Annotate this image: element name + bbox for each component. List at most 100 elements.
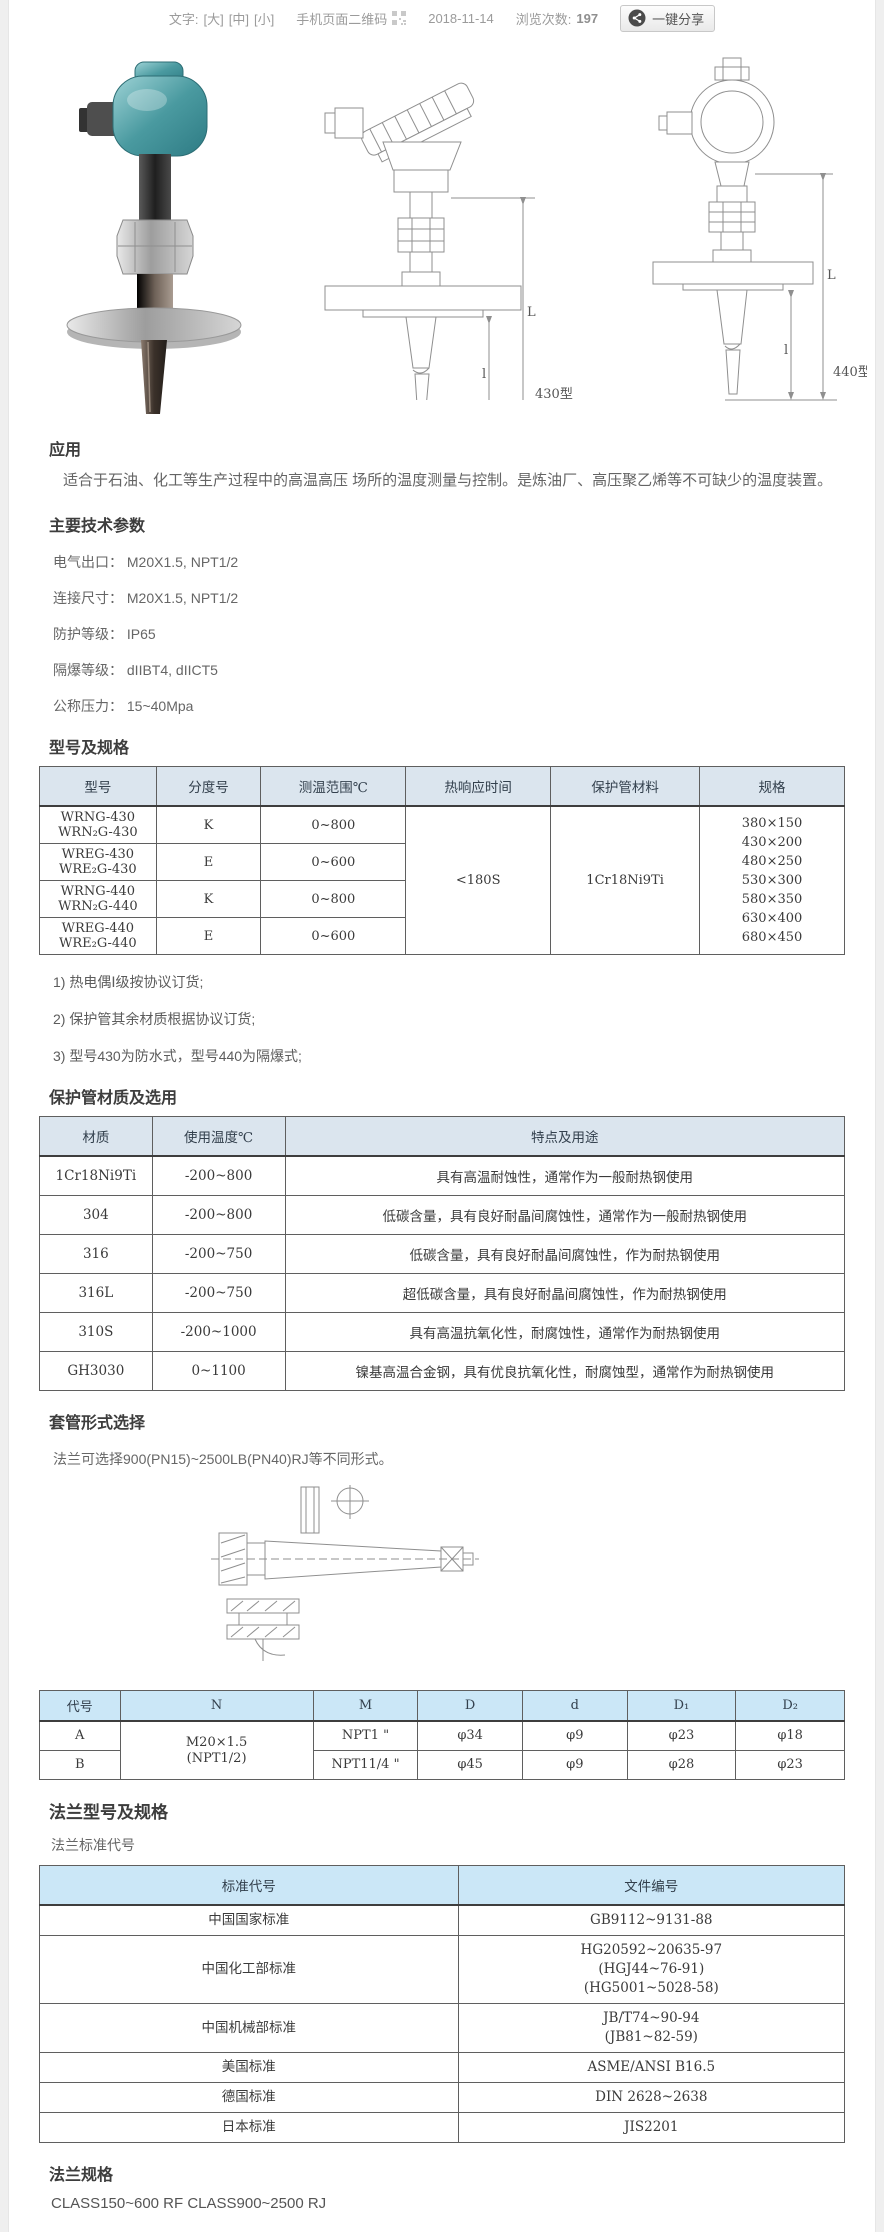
cell-features: 具有高温耐蚀性，通常作为一般耐热钢使用 (284, 1155, 845, 1196)
cell-doc: JB/T74~90-94 (JB81~82-59) (457, 2003, 846, 2053)
col-standard-code: 标准代号 (39, 1865, 459, 1906)
flange-standards-table: 标准代号 文件编号 中国国家标准 GB9112~9131-88 中国化工部标准 … (39, 1865, 846, 2143)
table-row: GH3030 0~1100 镍基高温合金钢，具有优良抗氧化性，耐腐蚀型，通常作为… (39, 1351, 845, 1391)
cell-standard: 中国化工部标准 (39, 1935, 459, 2004)
mobile-qr-label: 手机页面二维码 (296, 11, 388, 27)
model-430-label: 430型 (535, 387, 573, 400)
table-row: 中国化工部标准 HG20592~20635-97 (HGJ44~76-91) (… (39, 1935, 846, 2004)
table-row: 美国标准 ASME/ANSI B16.5 (39, 2052, 846, 2083)
section-title-tube-material: 保护管材质及选用 (49, 1090, 178, 1107)
cell-doc: JIS2201 (457, 2112, 846, 2143)
table-row: WRNG-440 WRN₂G-440 K 0~800 (39, 880, 845, 918)
cell-standard: 美国标准 (39, 2052, 459, 2083)
cell-doc: DIN 2628~2638 (457, 2082, 846, 2113)
product-images: l L 430型 (35, 40, 871, 418)
sleeve-text: 法兰可选择900(PN15)~2500LB(PN40)RJ等不同形式。 (53, 1451, 393, 1467)
param-connection-size: 连接尺寸： M20X1.5, NPT1/2 (53, 590, 239, 606)
font-size-medium[interactable]: [中] (228, 11, 249, 27)
dim-l-label-430: l (482, 367, 486, 382)
cell-D2: φ23 (735, 1750, 845, 1780)
param-electrical-exit: 电气出口： M20X1.5, NPT1/2 (53, 554, 239, 570)
table-row: 日本标准 JIS2201 (39, 2112, 846, 2143)
product-photo (35, 42, 253, 418)
cell-d: φ9 (521, 1720, 628, 1751)
col-D2: D₂ (735, 1690, 845, 1722)
cell-index: E (155, 843, 262, 881)
table-row: 316L -200~750 超低碳含量，具有良好耐晶间腐蚀性，作为耐热钢使用 (39, 1273, 845, 1313)
table-row: 德国标准 DIN 2628~2638 (39, 2082, 846, 2113)
cell-specs: 380×150 430×200 480×250 530×300 580×350 630… (699, 805, 845, 955)
cell-D: φ45 (417, 1750, 523, 1780)
table-row: 中国机械部标准 JB/T74~90-94 (JB81~82-59) (39, 2003, 846, 2053)
cell-material-name: 316 (39, 1234, 153, 1274)
font-size-large[interactable]: [大] (203, 11, 224, 27)
cell-M: NPT1 " (312, 1720, 419, 1751)
cell-index: K (155, 880, 262, 918)
tube-material-table: 材质 使用温度℃ 特点及用途 1Cr18Ni9Ti -200~800 具有高温耐… (39, 1116, 845, 1391)
product-page: 文字: [大] [中] [小] 手机页面二维码 2018-11-14 浏览次数:… (8, 0, 876, 2232)
publish-date: 2018-11-14 (428, 10, 494, 26)
col-doc-number: 文件编号 (457, 1865, 846, 1906)
col-d: d (521, 1690, 628, 1722)
cell-index: E (155, 917, 262, 955)
col-code: 代号 (39, 1690, 121, 1722)
cell-use-temp: -200~750 (151, 1234, 286, 1274)
cell-features: 镍基高温合金钢，具有优良抗氧化性，耐腐蚀型，通常作为耐热钢使用 (284, 1351, 845, 1391)
param-nominal-pressure: 公称压力： 15~40Mpa (53, 698, 194, 714)
table-row: 304 -200~800 低碳含量，具有良好耐晶间腐蚀性，通常作为一般耐热钢使用 (39, 1195, 845, 1235)
cell-index: K (155, 805, 262, 844)
table-row: WRNG-430 WRN₂G-430 K 0~800 <180S 1Cr18Ni9… (39, 805, 845, 955)
cell-N: M20×1.5 (NPT1/2) (119, 1720, 314, 1780)
share-button-label: 一键分享 (652, 11, 705, 27)
dim-L-label-430: L (527, 305, 536, 320)
section-title-sleeve: 套管形式选择 (49, 1415, 146, 1432)
section-title-tech-params: 主要技术参数 (49, 518, 146, 535)
table-row: B NPT11/4 " φ45 φ9 φ28 φ23 (39, 1750, 845, 1780)
cell-standard: 德国标准 (39, 2082, 459, 2113)
qr-code-icon[interactable] (392, 11, 407, 25)
drawing-430: l L 430型 (263, 48, 595, 400)
font-size-label: 文字: (168, 11, 199, 27)
col-material-name: 材质 (39, 1116, 153, 1157)
model-440-label: 440型 (833, 365, 867, 380)
col-spec: 规格 (699, 766, 845, 807)
cell-material-name: 1Cr18Ni9Ti (39, 1155, 153, 1196)
thermowell-drawing (209, 1485, 489, 1675)
table-row: 316 -200~750 低碳含量，具有良好耐晶间腐蚀性，作为耐热钢使用 (39, 1234, 845, 1274)
cell-features: 低碳含量，具有良好耐晶间腐蚀性，作为耐热钢使用 (284, 1234, 845, 1274)
table-row: WREG-430 WRE₂G-430 E 0~600 (39, 843, 845, 881)
col-features: 特点及用途 (284, 1116, 845, 1157)
order-note-2: 2) 保护管其余材质根据协议订货; (53, 1011, 256, 1027)
share-button[interactable]: 一键分享 (620, 4, 716, 32)
flange-spec-text: CLASS150~600 RF CLASS900~2500 RJ (51, 2195, 327, 2212)
cell-range: 0~600 (260, 917, 407, 955)
cell-features: 具有高温抗氧化性，耐腐蚀性，通常作为耐热钢使用 (284, 1312, 845, 1352)
cell-D: φ34 (417, 1720, 523, 1751)
cell-use-temp: 0~1100 (151, 1351, 286, 1391)
dim-l-label-440: l (784, 343, 788, 358)
table-row: A M20×1.5 (NPT1/2) NPT1 " φ34 φ9 φ23 φ18 (39, 1720, 845, 1780)
section-title-application: 应用 (49, 442, 82, 459)
cell-model: WRNG-430 WRN₂G-430 (39, 805, 157, 844)
dimension-table: 代号 N M D d D₁ D₂ A M20×1.5 (NPT1/2) NPT1 … (39, 1690, 845, 1780)
cell-code: A (39, 1720, 121, 1751)
cell-range: 0~800 (260, 805, 407, 844)
cell-material-name: 304 (39, 1195, 153, 1235)
col-material: 保护管材料 (550, 766, 701, 807)
cell-use-temp: -200~750 (151, 1273, 286, 1313)
cell-model: WREG-430 WRE₂G-430 (39, 843, 157, 881)
col-use-temp: 使用温度℃ (151, 1116, 286, 1157)
param-explosion-grade: 隔爆等级： dIIBT4, dIICT5 (53, 662, 218, 678)
col-N: N (119, 1690, 314, 1722)
cell-standard: 中国机械部标准 (39, 2003, 459, 2053)
toolbar: 文字: [大] [中] [小] 手机页面二维码 2018-11-14 浏览次数:… (9, 0, 875, 36)
cell-features: 低碳含量，具有良好耐晶间腐蚀性，通常作为一般耐热钢使用 (284, 1195, 845, 1235)
font-size-control: 文字: [大] [中] [小] (169, 9, 274, 28)
cell-range: 0~800 (260, 880, 407, 918)
mobile-qr-group: 手机页面二维码 (296, 9, 407, 28)
cell-doc: HG20592~20635-97 (HGJ44~76-91) (HG5001~5… (457, 1935, 846, 2004)
table-row: WREG-440 WRE₂G-440 E 0~600 (39, 917, 845, 955)
section-title-flange: 法兰型号及规格 (49, 1803, 168, 1822)
section-title-model-spec: 型号及规格 (49, 740, 130, 757)
font-size-small[interactable]: [小] (253, 11, 275, 27)
